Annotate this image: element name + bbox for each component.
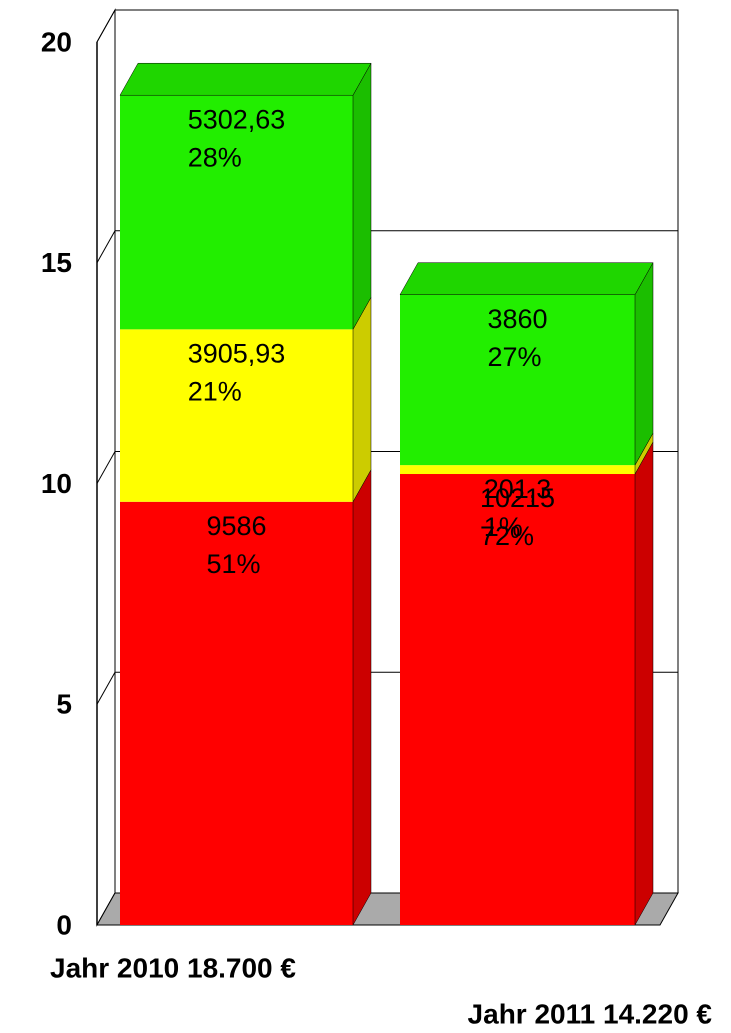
- value-label: 5302,63: [188, 104, 286, 134]
- value-label: 3860: [487, 304, 547, 334]
- y-tick-label: 0: [56, 909, 72, 940]
- bar-segment: [120, 329, 353, 502]
- value-label: 9586: [206, 511, 266, 541]
- grid-line-side: [96, 9, 116, 43]
- grid-line-side: [96, 230, 116, 263]
- x-tick-label: Jahr 2011 14.220 €: [468, 998, 713, 1029]
- bar-top: [119, 62, 372, 96]
- y-tick-label: 10: [41, 468, 72, 499]
- bar-segment: [400, 465, 635, 475]
- bar-segment: [400, 294, 635, 466]
- bar-side: [352, 62, 372, 331]
- bar-segment: [120, 95, 353, 330]
- grid-line-side: [96, 672, 116, 705]
- bar-segment: [400, 474, 635, 925]
- y-tick-label: 15: [41, 247, 72, 278]
- share-label: 27%: [487, 342, 541, 372]
- y-tick-label: 20: [41, 26, 72, 57]
- share-label: 1%: [484, 512, 523, 542]
- share-label: 21%: [188, 376, 242, 406]
- grid-line-side: [96, 451, 116, 484]
- value-label: 201,3: [484, 474, 552, 504]
- bar-side: [352, 468, 372, 926]
- bar-segment: [120, 501, 353, 925]
- x-tick-label: Jahr 2010 18.700 €: [50, 952, 296, 983]
- share-label: 51%: [206, 549, 260, 579]
- share-label: 72%: [480, 521, 534, 551]
- y-tick-label: 5: [56, 689, 72, 720]
- bar-top: [399, 262, 654, 295]
- bar-side: [352, 296, 372, 503]
- value-label: 10215: [480, 483, 555, 513]
- bar-side: [634, 261, 654, 467]
- share-label: 28%: [188, 142, 242, 172]
- bar-side: [634, 441, 654, 926]
- value-label: 3905,93: [188, 338, 286, 368]
